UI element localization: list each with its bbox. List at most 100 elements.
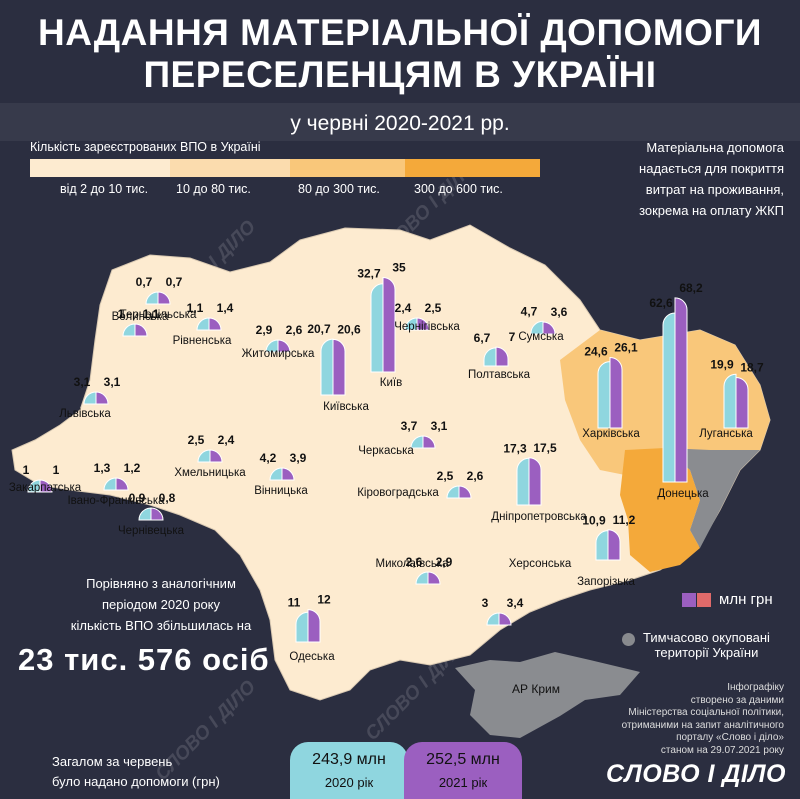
value-label-2021: 1,1 <box>143 307 160 321</box>
bar-2020 <box>415 571 429 585</box>
legend-label-1: від 2 до 10 тис. <box>60 182 149 196</box>
bar-2020 <box>595 530 609 561</box>
total-2021-year: 2021 рік <box>438 775 488 790</box>
value-label-2020: 17,3 <box>503 441 527 455</box>
legend-units-label: млн грн <box>719 591 773 608</box>
region-label: Волинська <box>112 311 169 323</box>
region-bars: 4,2 3,9 Вінницька <box>254 451 308 497</box>
region-label: Луганська <box>699 428 753 440</box>
crimea-label: АР Крим <box>512 682 560 696</box>
bar-2021 <box>542 321 556 335</box>
value-label-2021: 11,2 <box>613 513 636 527</box>
bar-2020 <box>197 449 211 463</box>
bar-2020 <box>516 457 530 506</box>
value-label-2020: 3,7 <box>401 419 418 433</box>
bar-2021 <box>277 339 291 353</box>
value-label-2020: 11 <box>288 595 301 609</box>
region-bars: 0,7 0,7 Тернопільська <box>120 275 197 321</box>
value-label-2020: 2,4 <box>395 301 412 315</box>
bar-2021 <box>528 457 542 506</box>
value-label-2021: 17,5 <box>533 441 557 455</box>
region-label: Миколаївська <box>375 558 449 570</box>
bar-2020 <box>138 507 152 521</box>
total-2020-year: 2020 рік <box>324 775 374 790</box>
bar-2020 <box>446 485 460 499</box>
value-label-2021: 3,4 <box>507 596 524 610</box>
region-bars: 1,1 1,4 Рівненська <box>173 301 234 347</box>
value-label-2021: 1,4 <box>217 301 234 315</box>
bar-2020 <box>662 312 676 483</box>
region-label: Київ <box>380 377 402 389</box>
comparison-line: Порівняно з аналогічним <box>86 576 236 591</box>
bar-2020 <box>269 467 283 481</box>
value-label-2020: 4,7 <box>521 304 538 318</box>
region-label: Запорізька <box>577 576 635 588</box>
region-label: Дніпропетровська <box>491 511 587 523</box>
total-2021: 252,5 млн 2021 рік <box>404 742 522 799</box>
region-bars: 6,7 7 Полтавська <box>468 330 531 381</box>
legend-2021-swatch <box>682 592 696 607</box>
totals-label-line: Загалом за червень <box>52 754 173 769</box>
bar-2021 <box>735 377 749 429</box>
legend-occupied-line: Тимчасово окуповані <box>643 630 770 645</box>
legend-label-4: 300 до 600 тис. <box>414 182 503 196</box>
region-bars: 3,7 3,1 Черкаська <box>358 419 447 457</box>
credit-line: порталу «Слово і діло» <box>676 732 784 743</box>
bar-2021 <box>134 323 148 337</box>
region-label: Вінницька <box>254 485 308 497</box>
region-label: Київська <box>323 401 369 413</box>
value-label-2020: 1 <box>23 463 30 477</box>
occupied-territories <box>665 448 760 548</box>
legend-occupied: Тимчасово окуповані території України <box>622 630 770 660</box>
region-label: Чернівецька <box>118 525 185 537</box>
value-label-2021: 2,6 <box>286 323 303 337</box>
legend-swatch-4 <box>405 159 540 177</box>
region-label: Одеська <box>289 651 335 663</box>
region-label: Чернігівська <box>394 321 460 333</box>
value-label-2021: 3,1 <box>104 375 121 389</box>
value-label-2021: 26,1 <box>614 341 638 355</box>
totals-label: Загалом за червень було надано допомоги … <box>52 752 220 792</box>
subtitle-band <box>0 103 800 141</box>
value-label-2021: 2,5 <box>425 301 442 315</box>
bar-2020 <box>483 347 497 367</box>
bar-2021 <box>281 467 295 481</box>
legend-swatch-3 <box>290 159 405 177</box>
bar-2021 <box>39 479 53 493</box>
value-label-2021: 20,6 <box>337 322 361 336</box>
bar-2021 <box>307 609 321 643</box>
value-label-2021: 18,7 <box>740 361 764 375</box>
legend-label-3: 80 до 300 тис. <box>298 182 380 196</box>
region-label: Закарпатська <box>9 482 82 494</box>
value-label-2021: 2,6 <box>467 469 484 483</box>
region-label: Львівська <box>59 408 111 420</box>
value-label-2021: 1,2 <box>124 461 141 475</box>
region-label: Хмельницька <box>174 467 246 479</box>
region-bars: 62,6 68,2 Донецька <box>649 281 709 500</box>
region-label: Херсонська <box>509 558 572 570</box>
value-label-2020: 3 <box>482 596 489 610</box>
title-line-2: ПЕРЕСЕЛЕНЦЯМ В УКРАЇНІ <box>143 54 657 95</box>
note-text: Матеріальна допомога надається для покри… <box>554 137 784 221</box>
region-label: Кіровоградська <box>357 487 439 499</box>
bar-2020 <box>530 320 544 335</box>
credit-line: Міністерства соціальної політики, <box>628 707 784 718</box>
bar-2021 <box>495 346 509 367</box>
region-bars: 4,7 3,6 Сумська <box>518 304 567 343</box>
region-bars: 0,9 0,8 Чернівецька <box>118 491 185 537</box>
logo: СЛОВО І ДІЛО <box>605 760 786 788</box>
increase-figure: 23 тис. 576 осіб <box>18 642 270 677</box>
bar-2020 <box>486 612 500 626</box>
region-bars: 2,9 2,6 Житомирська <box>242 323 315 360</box>
bar-2021 <box>609 357 623 429</box>
value-label-2021: 1 <box>53 463 60 477</box>
bar-2020 <box>145 291 159 305</box>
value-label-2021: 3,6 <box>551 305 568 319</box>
region-label: Рівненська <box>173 335 232 347</box>
value-label-2020: 2,9 <box>256 323 273 337</box>
bar-2021 <box>498 612 512 626</box>
credit-line: створено за даними <box>690 694 784 706</box>
